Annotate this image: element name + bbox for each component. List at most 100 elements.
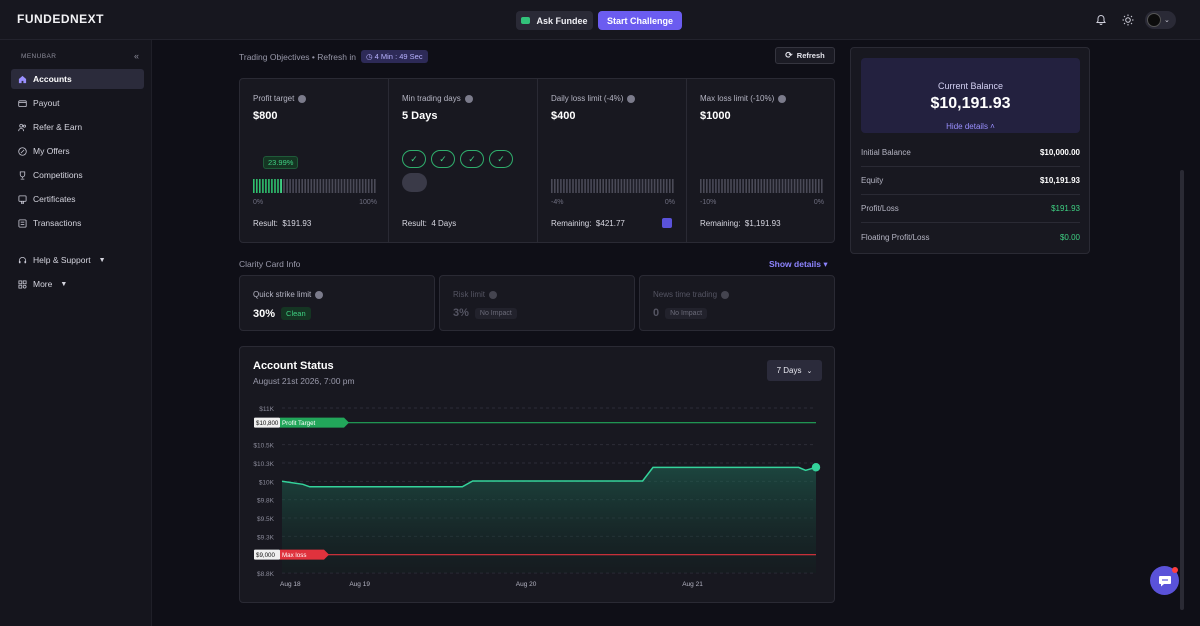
sidebar-item-my-offers[interactable]: My Offers (11, 141, 144, 161)
hide-details-label: Hide details (946, 122, 988, 131)
balance-row-label: Profit/Loss (861, 204, 899, 213)
account-status-chart: $11K $10.5K $10.3K $10K $9.8K $9.5K $9.3K $8.8K… (253, 406, 821, 588)
progress-tick (638, 179, 641, 193)
info-icon[interactable] (464, 94, 473, 103)
sidebar-item-accounts[interactable]: Accounts (11, 69, 144, 89)
range-select-label: 7 Days (776, 366, 802, 375)
progress-tick (277, 179, 279, 193)
progress-tick (724, 179, 726, 193)
progress-tick (623, 179, 626, 193)
balance-row-label: Equity (861, 176, 884, 185)
progress-tick (563, 179, 565, 193)
profit-progress-badge: 23.99% (263, 156, 299, 169)
sidebar-item-payout[interactable]: Payout (11, 93, 144, 113)
objective-min-trading-days: Min trading days 5 Days Result: 4 Days (389, 79, 538, 242)
reference-value-tag (254, 549, 280, 560)
collapse-sidebar-icon[interactable]: « (134, 51, 140, 61)
current-balance-amount: $10,191.93 (930, 95, 1011, 112)
sidebar-item-transactions[interactable]: Transactions (11, 213, 144, 233)
result-value: 4 Days (431, 219, 457, 228)
sidebar-item-more[interactable]: More ▼ (11, 274, 144, 294)
info-icon[interactable] (298, 94, 307, 103)
logo[interactable]: FUNDEDNEXT (17, 12, 105, 26)
progress-tick (614, 179, 617, 193)
sidebar-item-help-support[interactable]: Help & Support ▼ (11, 250, 144, 270)
progress-tick (587, 179, 589, 193)
caret-down-icon: ▼ (98, 256, 106, 264)
y-tick-label: $11K (259, 406, 274, 413)
progress-tick (352, 179, 355, 193)
progress-tick (602, 179, 604, 193)
progress-tick (259, 179, 261, 193)
status-badge: Clean (281, 307, 311, 320)
sidebar-item-label: My Offers (33, 146, 70, 156)
ask-fundee-button[interactable]: Ask Fundee (516, 11, 593, 30)
start-challenge-button[interactable]: Start Challenge (598, 11, 682, 30)
reference-value-text: $9,000 (256, 552, 275, 559)
clock-icon[interactable] (662, 218, 672, 228)
bell-icon[interactable] (1093, 12, 1109, 28)
objective-value: $400 (551, 110, 576, 122)
progress-tick (811, 179, 814, 193)
progress-tick (760, 179, 763, 193)
result-label: Remaining: (551, 219, 592, 228)
chat-bubble-icon (521, 17, 531, 24)
progress-tick (611, 179, 614, 193)
sidebar-item-certificates[interactable]: Certificates (11, 189, 144, 209)
range-select[interactable]: 7 Days ⌄ (767, 360, 822, 381)
progress-tick (790, 179, 793, 193)
day-pending-icon (402, 173, 427, 192)
account-status-date: August 21st 2026, 7:00 pm (253, 376, 355, 386)
home-icon (18, 75, 27, 83)
balance-endpoint[interactable] (811, 463, 821, 472)
chevron-down-icon: ⌄ (1164, 17, 1170, 24)
scrollbar[interactable] (1180, 170, 1184, 610)
progress-tick (754, 179, 756, 193)
y-tick-label: $9.3K (257, 534, 275, 541)
progress-tick (364, 179, 367, 193)
show-details-button[interactable]: Show details ▾ (769, 259, 828, 269)
balance-row-value: $191.93 (1051, 204, 1080, 213)
clarity-card-title: Clarity Card Info (239, 259, 301, 269)
refresh-button[interactable]: ⟳ Refresh (775, 47, 835, 64)
sidebar-item-label: Help & Support (33, 255, 91, 265)
progress-tick (772, 179, 775, 193)
progress-tick (575, 179, 577, 193)
profile-menu[interactable]: ⌄ (1145, 11, 1176, 29)
progress-tick (787, 179, 790, 193)
result-label: Remaining: (700, 219, 741, 228)
list-icon (18, 218, 27, 228)
progress-min: 0% (253, 199, 264, 206)
progress-tick (778, 179, 781, 193)
progress-tick (626, 179, 629, 193)
sidebar-item-competitions[interactable]: Competitions (11, 165, 144, 185)
caret-down-icon: ▼ (60, 280, 68, 288)
trophy-icon (19, 170, 26, 180)
info-icon[interactable] (721, 290, 730, 299)
progress-tick (766, 179, 769, 193)
info-icon[interactable] (489, 290, 497, 299)
reference-label-text: Profit Target (282, 420, 316, 427)
ask-fundee-label: Ask Fundee (536, 15, 588, 26)
progress-tick (793, 179, 796, 193)
info-icon[interactable] (778, 94, 787, 103)
info-icon[interactable] (315, 290, 324, 299)
objective-value: $800 (253, 110, 278, 122)
hide-details-button[interactable]: Hide details ˄ (946, 122, 995, 131)
balance-panel: Current Balance $10,191.93 Hide details … (850, 47, 1090, 254)
sidebar-item-label: Refer & Earn (33, 122, 83, 132)
progress-tick (349, 179, 352, 193)
menubar-title: MENUBAR (21, 53, 57, 60)
chat-support-button[interactable] (1150, 566, 1179, 595)
max-loss-progress (700, 179, 823, 193)
progress-tick (653, 179, 656, 193)
balance-row-initial: Initial Balance $10,000.00 (861, 139, 1080, 167)
progress-tick (733, 179, 735, 193)
sidebar-item-refer-earn[interactable]: Refer & Earn (11, 117, 144, 137)
objective-value: 5 Days (402, 110, 438, 122)
info-icon[interactable] (627, 94, 636, 103)
y-tick-label: $8.8K (257, 571, 275, 578)
sun-icon[interactable] (1120, 12, 1136, 28)
progress-tick (715, 179, 717, 193)
progress-tick (283, 179, 285, 193)
